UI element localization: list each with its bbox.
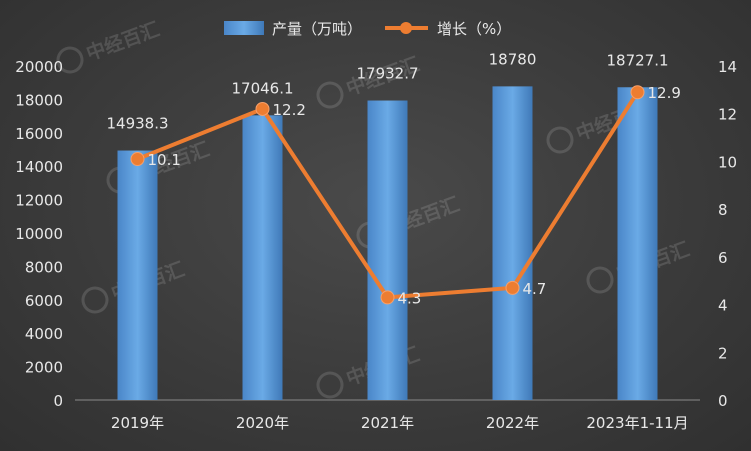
x-tick-label: 2021年 (361, 414, 414, 432)
line-data-label: 4.7 (523, 280, 547, 298)
y-right-tick-label: 8 (718, 201, 728, 219)
labels-layer: 14938.3 17046.1 17932.7 18780 18727.1 10.1 12.… (106, 50, 680, 307)
y-left-tick-label: 6000 (25, 292, 63, 310)
line-data-label: 12.2 (273, 101, 306, 119)
bar (117, 150, 158, 400)
legend-line-label: 增长（%） (437, 20, 511, 38)
watermark-ring (81, 286, 109, 314)
growth-point (130, 152, 145, 167)
y-right-tick-label: 14 (718, 58, 737, 76)
x-tick-label: 2020年 (236, 414, 289, 432)
y-left-tick-label: 16000 (15, 125, 63, 143)
y-left-tick-label: 4000 (25, 325, 63, 343)
legend-bar-swatch (224, 21, 264, 35)
watermark-ring (316, 371, 344, 399)
y-left-tick-label: 10000 (15, 225, 63, 243)
y-right-tick-label: 2 (718, 344, 728, 362)
bar-data-label: 18727.1 (606, 51, 668, 69)
bar-data-label: 18780 (489, 50, 537, 68)
y-left-tick-label: 18000 (15, 91, 63, 109)
line-data-label: 4.3 (398, 289, 422, 307)
x-tick-label: 2023年1-11月 (586, 414, 688, 432)
legend: 产量（万吨） 增长（%） (224, 20, 511, 38)
growth-point (630, 85, 645, 100)
watermark-text: 中经百汇 (83, 18, 162, 66)
x-tick-label: 2019年 (111, 414, 164, 432)
line-layer (130, 85, 645, 305)
watermark-ring (316, 81, 344, 109)
axes-layer: 0 2000 4000 6000 8000 10000 12000 14000 16000 180… (15, 58, 737, 432)
bar (242, 115, 283, 400)
watermark-ring (546, 126, 574, 154)
bars-layer (117, 86, 658, 401)
watermark-ring (586, 266, 614, 294)
x-tick-label: 2022年 (486, 414, 539, 432)
line-data-label: 10.1 (148, 151, 181, 169)
bar (367, 100, 408, 400)
y-right-tick-label: 10 (718, 153, 737, 171)
bar-data-label: 17932.7 (356, 65, 418, 83)
y-right-tick-label: 0 (718, 392, 728, 410)
legend-line-marker (400, 22, 412, 34)
y-left-tick-label: 12000 (15, 192, 63, 210)
y-left-tick-label: 0 (53, 392, 63, 410)
line-data-label: 12.9 (648, 84, 681, 102)
watermark-logo: 中经百汇 (56, 18, 162, 74)
legend-bar-label: 产量（万吨） (272, 20, 362, 38)
bar-data-label: 17046.1 (231, 79, 293, 97)
watermark-ring (56, 46, 84, 74)
y-left-tick-label: 20000 (15, 58, 63, 76)
y-right-tick-label: 12 (718, 106, 737, 124)
y-right-tick-label: 4 (718, 297, 728, 315)
growth-point (505, 280, 520, 295)
y-left-tick-label: 8000 (25, 258, 63, 276)
bar (617, 87, 658, 400)
bar-data-label: 14938.3 (106, 115, 168, 133)
y-right-tick-label: 6 (718, 249, 728, 267)
bar (492, 86, 533, 401)
y-left-tick-label: 14000 (15, 158, 63, 176)
growth-point (255, 101, 270, 116)
growth-point (380, 290, 395, 305)
y-left-tick-label: 2000 (25, 359, 63, 377)
